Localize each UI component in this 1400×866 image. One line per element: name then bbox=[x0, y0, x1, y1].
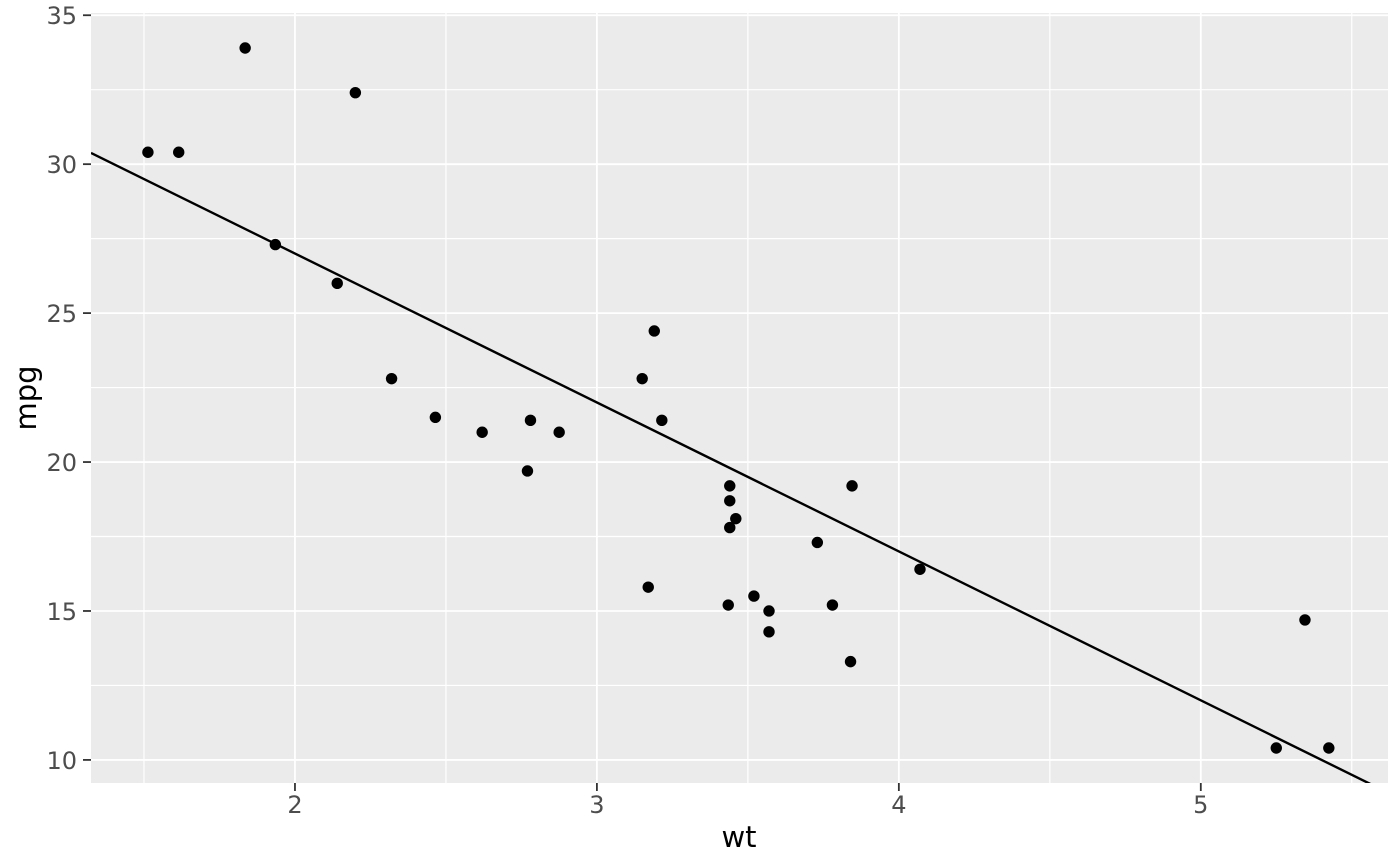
data-point bbox=[914, 563, 926, 575]
data-point bbox=[524, 414, 537, 427]
data-point bbox=[656, 414, 668, 427]
y-tick-label: 20 bbox=[46, 449, 77, 477]
data-point bbox=[142, 146, 154, 158]
data-point bbox=[763, 626, 775, 638]
points-layer bbox=[142, 42, 1335, 754]
y-tick-label: 15 bbox=[46, 598, 77, 626]
panel-background bbox=[91, 13, 1388, 783]
data-point bbox=[724, 480, 736, 492]
data-point bbox=[648, 325, 660, 337]
x-tick-label: 3 bbox=[589, 791, 604, 819]
data-point bbox=[476, 426, 488, 438]
data-point bbox=[730, 512, 742, 525]
data-point bbox=[636, 372, 648, 385]
data-point bbox=[763, 605, 775, 617]
data-point bbox=[239, 42, 251, 54]
trend-line bbox=[91, 151, 1372, 783]
x-axis-tick-marks bbox=[294, 783, 1202, 791]
data-point bbox=[748, 590, 760, 602]
x-tick-label: 5 bbox=[1193, 791, 1208, 819]
data-point bbox=[349, 86, 362, 99]
data-point bbox=[331, 277, 343, 290]
x-tick-label: 2 bbox=[287, 791, 302, 819]
data-point bbox=[553, 426, 565, 438]
data-point bbox=[429, 411, 442, 424]
y-tick-label: 35 bbox=[46, 2, 77, 30]
y-axis-tick-marks bbox=[83, 14, 91, 761]
data-point bbox=[811, 536, 824, 549]
data-point bbox=[269, 238, 282, 251]
data-point bbox=[642, 581, 654, 593]
data-point bbox=[722, 599, 734, 611]
data-point bbox=[724, 521, 736, 534]
data-point bbox=[1270, 742, 1282, 754]
data-point bbox=[724, 495, 736, 507]
data-point bbox=[1299, 614, 1311, 626]
grid-major-lines bbox=[91, 13, 1388, 783]
y-axis-tick-labels: 10 15 20 25 30 35 bbox=[46, 2, 77, 775]
y-tick-label: 25 bbox=[46, 300, 77, 328]
y-axis-title: mpg bbox=[9, 365, 43, 430]
x-tick-label: 4 bbox=[891, 791, 906, 819]
data-point bbox=[846, 480, 858, 492]
x-axis-title: wt bbox=[721, 820, 756, 854]
grid-minor-lines bbox=[91, 13, 1388, 783]
data-point bbox=[1323, 742, 1335, 754]
data-point bbox=[385, 372, 398, 385]
y-tick-label: 10 bbox=[46, 747, 77, 775]
data-point bbox=[521, 465, 534, 477]
x-axis-tick-labels: 2 3 4 5 bbox=[287, 791, 1208, 819]
data-point bbox=[173, 146, 185, 158]
data-point bbox=[844, 655, 857, 668]
data-point bbox=[826, 599, 839, 611]
y-tick-label: 30 bbox=[46, 151, 77, 179]
